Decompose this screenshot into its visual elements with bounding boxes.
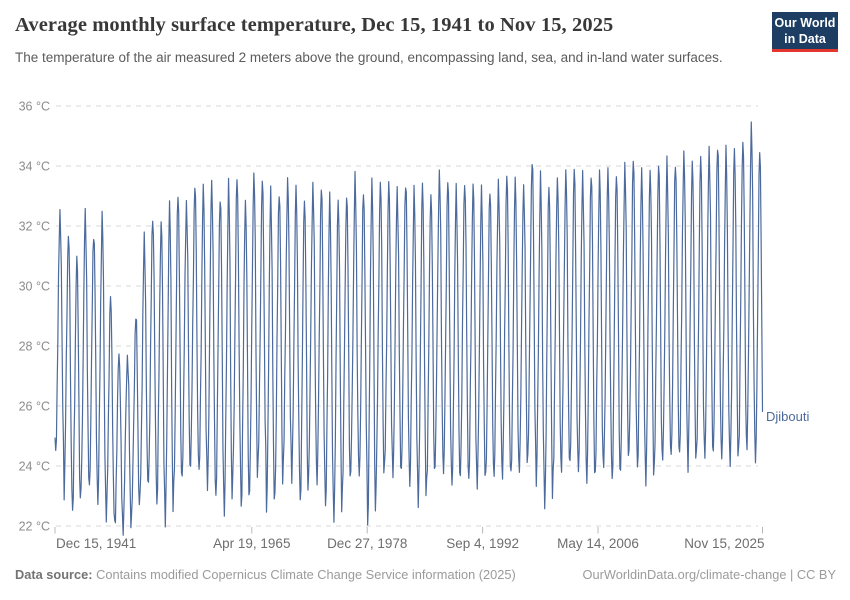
- chart-footer: Data source: Contains modified Copernicu…: [15, 567, 836, 582]
- series-label-djibouti[interactable]: Djibouti: [766, 409, 810, 424]
- data-source: Data source: Contains modified Copernicu…: [15, 567, 516, 582]
- y-tick-label: 30 °C: [19, 280, 50, 294]
- x-tick-label: Dec 15, 1941: [56, 536, 136, 551]
- x-tick-label: Apr 19, 1965: [213, 536, 290, 551]
- y-tick-label: 24 °C: [19, 460, 50, 474]
- y-tick-label: 36 °C: [19, 100, 50, 114]
- y-tick-label: 34 °C: [19, 160, 50, 174]
- x-tick-label: Sep 4, 1992: [446, 536, 519, 551]
- x-tick-label: Nov 15, 2025: [684, 536, 764, 551]
- y-tick-label: 28 °C: [19, 340, 50, 354]
- chart-subtitle: The temperature of the air measured 2 me…: [15, 50, 723, 65]
- footer-link[interactable]: OurWorldinData.org/climate-change | CC B…: [582, 567, 836, 582]
- x-tick-label: Dec 27, 1978: [327, 536, 407, 551]
- data-source-label: Data source:: [15, 567, 93, 582]
- y-tick-label: 22 °C: [19, 520, 50, 534]
- data-source-text: Contains modified Copernicus Climate Cha…: [96, 567, 516, 582]
- owid-logo[interactable]: Our World in Data: [772, 12, 838, 52]
- y-tick-label: 26 °C: [19, 400, 50, 414]
- owid-logo-line1: Our World: [774, 16, 836, 30]
- owid-logo-line2: in Data: [784, 32, 826, 46]
- chart-title: Average monthly surface temperature, Dec…: [15, 14, 614, 36]
- x-tick-label: May 14, 2006: [557, 536, 639, 551]
- temperature-line-djibouti[interactable]: [54, 121, 764, 536]
- y-tick-label: 32 °C: [19, 220, 50, 234]
